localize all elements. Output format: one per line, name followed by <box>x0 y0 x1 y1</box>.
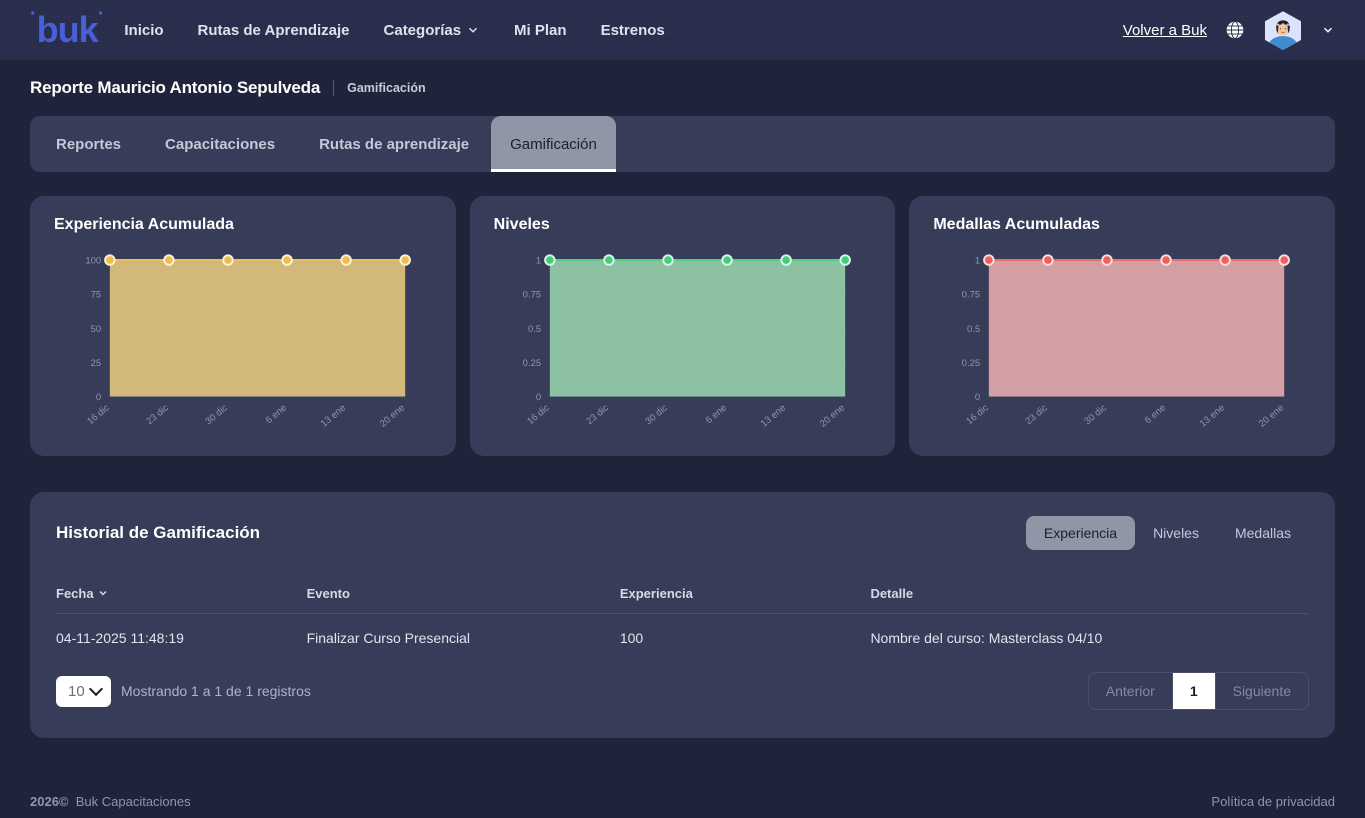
svg-text:0.5: 0.5 <box>967 324 980 335</box>
svg-text:13 ene: 13 ene <box>319 403 348 430</box>
svg-text:13 ene: 13 ene <box>758 403 787 430</box>
svg-text:50: 50 <box>91 324 102 335</box>
svg-text:16 dic: 16 dic <box>85 402 112 427</box>
svg-text:0.5: 0.5 <box>528 324 541 335</box>
svg-text:20 ene: 20 ene <box>1257 403 1286 430</box>
svg-text:20 ene: 20 ene <box>817 403 846 430</box>
svg-text:23 dic: 23 dic <box>144 402 171 427</box>
svg-text:6 ene: 6 ene <box>1143 403 1168 427</box>
svg-text:1: 1 <box>975 256 980 267</box>
svg-text:0: 0 <box>96 392 101 403</box>
svg-text:16 dic: 16 dic <box>525 402 552 427</box>
svg-text:0: 0 <box>975 392 980 403</box>
svg-text:6 ene: 6 ene <box>264 403 289 427</box>
svg-text:25: 25 <box>91 358 102 369</box>
svg-text:6 ene: 6 ene <box>703 403 728 427</box>
svg-text:30 dic: 30 dic <box>203 402 230 427</box>
svg-text:0.25: 0.25 <box>962 358 981 369</box>
svg-text:23 dic: 23 dic <box>1024 402 1051 427</box>
svg-text:23 dic: 23 dic <box>584 402 611 427</box>
svg-text:30 dic: 30 dic <box>643 402 670 427</box>
svg-text:75: 75 <box>91 290 102 301</box>
svg-text:30 dic: 30 dic <box>1083 402 1110 427</box>
svg-text:13 ene: 13 ene <box>1198 403 1227 430</box>
svg-text:1: 1 <box>536 256 541 267</box>
svg-text:0.75: 0.75 <box>522 290 541 301</box>
svg-text:16 dic: 16 dic <box>965 402 992 427</box>
svg-text:20 ene: 20 ene <box>378 403 407 430</box>
svg-text:0.75: 0.75 <box>962 290 981 301</box>
svg-text:100: 100 <box>85 256 101 267</box>
svg-text:0.25: 0.25 <box>522 358 541 369</box>
svg-text:0: 0 <box>536 392 541 403</box>
